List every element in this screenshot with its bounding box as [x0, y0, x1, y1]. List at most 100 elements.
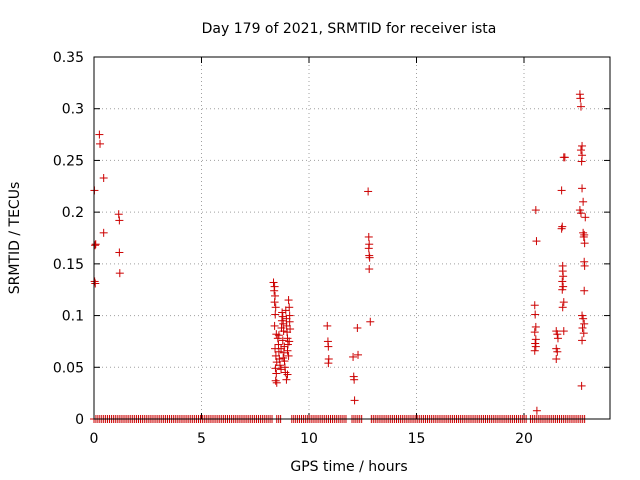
data-point: [530, 328, 539, 337]
x-tick-label: 10: [300, 431, 318, 447]
data-point: [579, 232, 588, 241]
data-point: [114, 210, 123, 219]
data-point: [531, 335, 540, 344]
data-point: [350, 396, 359, 405]
data-point: [272, 369, 281, 378]
data-point: [532, 237, 541, 246]
data-point: [576, 146, 585, 155]
data-point: [95, 130, 104, 139]
data-point: [578, 141, 587, 150]
data-point: [558, 277, 567, 286]
data-point: [283, 370, 292, 379]
data-point: [577, 157, 586, 166]
data-point: [278, 312, 287, 321]
data-point: [91, 279, 100, 288]
data-point: [580, 239, 589, 248]
x-tick-label: 15: [408, 431, 426, 447]
data-point: [279, 327, 288, 336]
data-point: [278, 336, 287, 345]
data-point: [271, 364, 280, 373]
x-tick-label: 0: [90, 431, 99, 447]
data-points: [90, 90, 590, 423]
data-point: [366, 317, 375, 326]
data-point: [531, 322, 540, 331]
data-point: [560, 153, 569, 162]
data-point: [530, 346, 539, 355]
data-point: [284, 351, 293, 360]
data-point: [576, 102, 585, 111]
data-point: [559, 272, 568, 281]
data-point: [283, 346, 292, 355]
plot-frame: [93, 56, 611, 420]
data-point: [576, 209, 585, 218]
data-point: [282, 375, 291, 384]
data-point: [578, 336, 587, 345]
data-point: [579, 228, 588, 237]
data-point: [558, 303, 567, 312]
data-point: [271, 303, 280, 312]
data-point: [553, 347, 562, 356]
data-point: [271, 376, 280, 385]
x-tick-label: 5: [197, 431, 206, 447]
data-point: [279, 348, 288, 357]
data-point: [364, 244, 373, 253]
data-point: [91, 241, 100, 250]
data-point: [278, 308, 287, 317]
data-point: [323, 321, 332, 330]
data-point: [530, 301, 539, 310]
data-point: [531, 206, 540, 215]
data-point: [579, 329, 588, 338]
y-tick-label: 0.35: [53, 50, 84, 66]
data-point: [580, 261, 589, 270]
data-point: [532, 406, 541, 415]
data-point: [275, 355, 284, 364]
data-point: [350, 375, 359, 384]
data-point: [274, 331, 283, 340]
data-point: [284, 296, 293, 305]
data-point: [557, 224, 566, 233]
data-point: [270, 298, 279, 307]
x-tick-label: 20: [515, 431, 533, 447]
data-point: [577, 381, 586, 390]
data-point: [269, 278, 278, 287]
data-point: [90, 277, 99, 286]
data-point: [271, 310, 280, 319]
y-tick-label: 0.05: [53, 360, 84, 376]
y-tick-label: 0.1: [62, 309, 84, 325]
data-point: [285, 317, 294, 326]
data-point: [579, 314, 588, 323]
data-point: [364, 232, 373, 241]
data-point: [99, 174, 108, 183]
data-point: [270, 286, 279, 295]
data-point: [576, 94, 585, 103]
data-point: [96, 139, 105, 148]
data-point: [578, 323, 587, 332]
data-point: [99, 228, 108, 237]
data-point: [364, 187, 373, 196]
data-point: [558, 222, 567, 231]
data-point: [324, 359, 333, 368]
data-point: [91, 240, 100, 249]
data-point: [285, 337, 294, 346]
y-tick-label: 0.25: [53, 153, 84, 169]
y-tick-label: 0.3: [62, 102, 84, 118]
y-tick-label: 0: [75, 412, 84, 428]
y-tick-label: 0.2: [62, 205, 84, 221]
data-point: [353, 323, 362, 332]
data-point: [578, 184, 587, 193]
y-tick-label: 0.15: [53, 257, 84, 273]
data-point: [272, 378, 281, 387]
data-point: [580, 286, 589, 295]
grid-lines: [94, 57, 610, 419]
data-point: [115, 269, 124, 278]
data-point: [552, 355, 561, 364]
data-point: [365, 265, 374, 274]
data-point: [579, 197, 588, 206]
data-point: [349, 352, 358, 361]
data-point: [281, 368, 290, 377]
data-point: [115, 248, 124, 257]
data-point: [531, 342, 540, 351]
data-point: [115, 216, 124, 225]
data-point: [553, 330, 562, 339]
